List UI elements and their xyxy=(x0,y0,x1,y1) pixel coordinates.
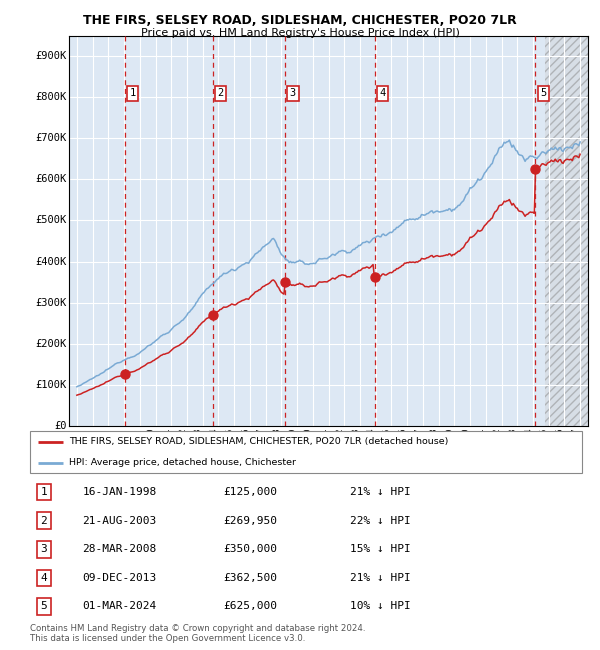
Text: 2014: 2014 xyxy=(367,428,376,449)
Text: 2: 2 xyxy=(217,88,224,98)
Text: 2024: 2024 xyxy=(524,428,533,449)
Text: £700K: £700K xyxy=(35,133,67,144)
Text: 01-MAR-2024: 01-MAR-2024 xyxy=(82,601,157,612)
Text: 2006: 2006 xyxy=(241,428,250,449)
Text: £400K: £400K xyxy=(35,257,67,266)
Text: 2010: 2010 xyxy=(304,428,313,449)
Text: 2002: 2002 xyxy=(178,428,187,449)
Text: 1998: 1998 xyxy=(115,428,124,449)
Text: 2023: 2023 xyxy=(508,428,517,449)
Text: 4: 4 xyxy=(40,573,47,583)
Text: 4: 4 xyxy=(379,88,386,98)
Text: 5: 5 xyxy=(40,601,47,612)
Text: 3: 3 xyxy=(290,88,296,98)
Text: 10% ↓ HPI: 10% ↓ HPI xyxy=(350,601,411,612)
Text: 2011: 2011 xyxy=(320,428,329,449)
Text: 28-MAR-2008: 28-MAR-2008 xyxy=(82,544,157,554)
Text: £100K: £100K xyxy=(35,380,67,390)
Text: £300K: £300K xyxy=(35,298,67,307)
Text: 2026: 2026 xyxy=(556,428,565,449)
Text: 21-AUG-2003: 21-AUG-2003 xyxy=(82,515,157,526)
Text: 1996: 1996 xyxy=(83,428,92,449)
Text: THE FIRS, SELSEY ROAD, SIDLESHAM, CHICHESTER, PO20 7LR (detached house): THE FIRS, SELSEY ROAD, SIDLESHAM, CHICHE… xyxy=(68,437,448,446)
Text: 16-JAN-1998: 16-JAN-1998 xyxy=(82,487,157,497)
Text: 21% ↓ HPI: 21% ↓ HPI xyxy=(350,487,411,497)
Text: 2016: 2016 xyxy=(398,428,407,449)
Text: £362,500: £362,500 xyxy=(223,573,277,583)
Text: 1: 1 xyxy=(130,88,136,98)
Text: 22% ↓ HPI: 22% ↓ HPI xyxy=(350,515,411,526)
Text: £900K: £900K xyxy=(35,51,67,61)
Text: 2007: 2007 xyxy=(257,428,266,449)
Text: 5: 5 xyxy=(540,88,547,98)
Text: 3: 3 xyxy=(40,544,47,554)
Text: 2019: 2019 xyxy=(445,428,454,449)
Text: 2013: 2013 xyxy=(351,428,360,449)
Text: 2018: 2018 xyxy=(430,428,439,449)
Bar xyxy=(545,36,588,426)
Text: £200K: £200K xyxy=(35,339,67,348)
Text: 1999: 1999 xyxy=(131,428,140,449)
Text: 2009: 2009 xyxy=(288,428,297,449)
Text: 2004: 2004 xyxy=(209,428,218,449)
Text: 15% ↓ HPI: 15% ↓ HPI xyxy=(350,544,411,554)
Text: 21% ↓ HPI: 21% ↓ HPI xyxy=(350,573,411,583)
Text: 2017: 2017 xyxy=(414,428,423,449)
Text: 2020: 2020 xyxy=(461,428,470,449)
Text: 2: 2 xyxy=(40,515,47,526)
Text: 2022: 2022 xyxy=(493,428,502,449)
Text: 1: 1 xyxy=(40,487,47,497)
Text: 1997: 1997 xyxy=(100,428,109,449)
Text: 2025: 2025 xyxy=(539,428,548,449)
Text: £0: £0 xyxy=(54,421,67,431)
Text: 2005: 2005 xyxy=(225,428,234,449)
Text: 2000: 2000 xyxy=(146,428,155,449)
Text: £800K: £800K xyxy=(35,92,67,102)
Text: 2027: 2027 xyxy=(571,428,580,449)
Text: 1995: 1995 xyxy=(68,428,77,449)
Text: £350,000: £350,000 xyxy=(223,544,277,554)
Text: 2008: 2008 xyxy=(272,428,281,449)
Text: £125,000: £125,000 xyxy=(223,487,277,497)
Text: 2012: 2012 xyxy=(335,428,344,449)
Text: 2003: 2003 xyxy=(194,428,203,449)
Text: 2021: 2021 xyxy=(477,428,486,449)
Text: £625,000: £625,000 xyxy=(223,601,277,612)
Text: HPI: Average price, detached house, Chichester: HPI: Average price, detached house, Chic… xyxy=(68,458,296,467)
Text: Price paid vs. HM Land Registry's House Price Index (HPI): Price paid vs. HM Land Registry's House … xyxy=(140,28,460,38)
Text: 09-DEC-2013: 09-DEC-2013 xyxy=(82,573,157,583)
Text: THE FIRS, SELSEY ROAD, SIDLESHAM, CHICHESTER, PO20 7LR: THE FIRS, SELSEY ROAD, SIDLESHAM, CHICHE… xyxy=(83,14,517,27)
Text: £600K: £600K xyxy=(35,174,67,185)
Text: 2015: 2015 xyxy=(382,428,391,449)
Text: £269,950: £269,950 xyxy=(223,515,277,526)
Text: £500K: £500K xyxy=(35,216,67,226)
Text: Contains HM Land Registry data © Crown copyright and database right 2024.
This d: Contains HM Land Registry data © Crown c… xyxy=(30,624,365,644)
Bar xyxy=(545,36,588,426)
Text: 2001: 2001 xyxy=(162,428,171,449)
